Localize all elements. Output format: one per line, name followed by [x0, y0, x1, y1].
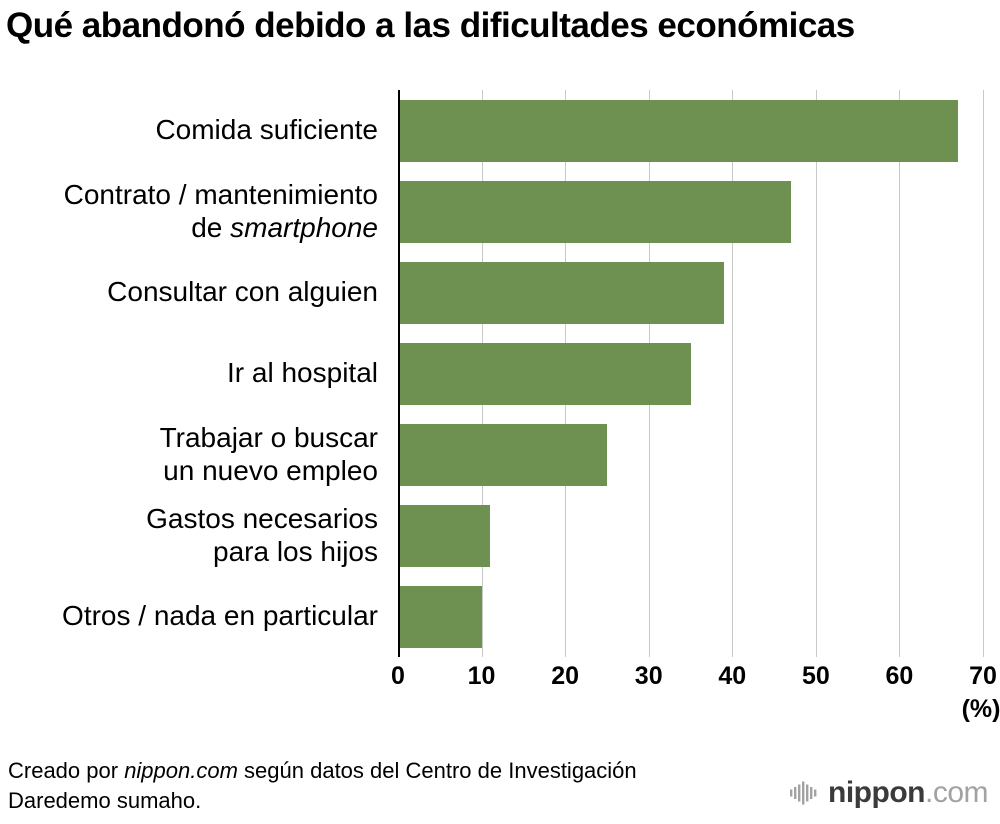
- x-tick-label: 60: [885, 662, 914, 690]
- chart-row: Consultar con alguien: [8, 252, 992, 333]
- x-tick-label: 40: [718, 662, 747, 690]
- chart-title: Qué abandonó debido a las dificultades e…: [6, 6, 855, 45]
- x-tick-label: 30: [634, 662, 663, 690]
- chart-rows: Comida suficiente Contrato / mantenimient…: [8, 90, 992, 657]
- category-label: Ir al hospital: [227, 357, 378, 389]
- chart-row: Trabajar o buscar un nuevo empleo: [8, 414, 992, 495]
- bar: [398, 423, 607, 486]
- chart-row: Ir al hospital: [8, 333, 992, 414]
- nippon-logo-name: nippon: [828, 776, 925, 809]
- bar-track: [398, 504, 983, 567]
- bar-track: [398, 342, 983, 405]
- source-note: Creado por nippon.com según datos del Ce…: [8, 758, 637, 813]
- nippon-logo: nippon.com: [789, 776, 989, 810]
- bar: [398, 342, 691, 405]
- bar: [398, 180, 791, 243]
- chart-row: Contrato / mantenimiento de smartphone: [8, 171, 992, 252]
- bar-track: [398, 261, 983, 324]
- category-label: Trabajar o buscar un nuevo empleo: [159, 422, 378, 486]
- bar: [398, 504, 490, 567]
- nippon-logo-text: nippon.com: [828, 776, 988, 810]
- bar-track: [398, 180, 983, 243]
- bar-track: [398, 585, 983, 648]
- category-label: Gastos necesarios para los hijos: [146, 503, 378, 567]
- x-tick-label: 10: [467, 662, 496, 690]
- bar: [398, 585, 482, 648]
- bar-track: [398, 99, 983, 162]
- category-label: Comida suficiente: [155, 114, 378, 146]
- x-tick-label: 50: [801, 662, 830, 690]
- x-tick-label: 70: [969, 662, 997, 690]
- category-label: Consultar con alguien: [107, 276, 378, 308]
- bar: [398, 261, 724, 324]
- chart-row: Otros / nada en particular: [8, 576, 992, 657]
- soundwave-icon: [790, 781, 817, 805]
- category-label: Otros / nada en particular: [62, 600, 378, 632]
- x-axis: (%) 0 10 20 30 40 50 60 70: [391, 662, 1000, 723]
- category-label: Contrato / mantenimiento de smartphone: [63, 179, 378, 243]
- x-axis-unit: (%): [961, 695, 1000, 723]
- chart-row: Gastos necesarios para los hijos: [8, 495, 992, 576]
- bar-track: [398, 423, 983, 486]
- nippon-logo-tld: .com: [924, 776, 989, 809]
- bar-chart: Comida suficiente Contrato / mantenimient…: [8, 90, 1000, 730]
- bar: [398, 99, 958, 162]
- x-tick-label: 20: [551, 662, 580, 690]
- chart-row: Comida suficiente: [8, 90, 992, 171]
- x-tick-label: 0: [391, 662, 405, 690]
